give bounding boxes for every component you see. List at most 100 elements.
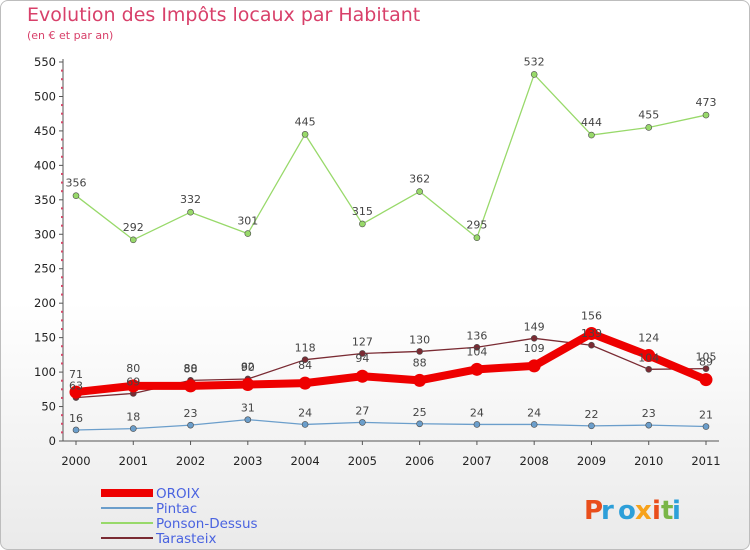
data-label-pintac: 31 (241, 402, 255, 415)
data-label-pintac: 23 (642, 407, 656, 420)
chart-subtitle: (en € et par an) (27, 29, 114, 42)
y-minor-tick (61, 345, 63, 348)
data-point-pintac (301, 421, 309, 428)
y-minor-tick (61, 431, 63, 434)
data-point-pintac (244, 416, 252, 423)
logo-letter: o (618, 496, 636, 526)
x-tick-label: 2003 (233, 454, 262, 468)
y-minor-tick (61, 121, 63, 124)
chart-title: Evolution des Impôts locaux par Habitant (27, 4, 421, 26)
data-label-ponson-dessus: 315 (352, 205, 373, 218)
x-tick-label: 2006 (405, 454, 434, 468)
x-tick-label: 2011 (691, 454, 720, 468)
y-minor-tick (61, 104, 63, 107)
y-minor-tick (61, 138, 63, 141)
data-point-pintac (645, 421, 653, 429)
data-label-tarasteix: 69 (126, 375, 140, 388)
y-tick-label: 50 (41, 400, 56, 414)
x-tick-label: 2005 (348, 454, 377, 468)
y-tick-label: 250 (34, 262, 56, 276)
x-tick-label: 2008 (520, 454, 549, 468)
data-label-oroix: 94 (355, 352, 369, 365)
y-minor-tick (61, 319, 63, 322)
data-label-tarasteix: 130 (409, 333, 430, 346)
y-tick-label: 400 (34, 158, 56, 172)
data-label-ponson-dessus: 295 (466, 219, 487, 232)
data-label-pintac: 24 (298, 406, 312, 419)
data-label-tarasteix: 118 (295, 342, 316, 355)
data-point-tarasteix (702, 365, 710, 372)
data-point-oroix (184, 379, 198, 393)
legend-label-oroix: OROIX (156, 486, 200, 502)
y-tick-label: 500 (34, 89, 56, 103)
y-minor-tick (61, 293, 63, 296)
data-point-pintac (702, 423, 710, 430)
y-minor-tick (61, 207, 63, 210)
data-point-ponson-dessus (588, 131, 595, 139)
x-tick-label: 2010 (634, 454, 663, 468)
data-label-pintac: 18 (126, 411, 140, 424)
data-label-tarasteix: 63 (69, 380, 83, 393)
data-point-tarasteix (645, 366, 653, 373)
data-label-pintac: 23 (184, 407, 198, 420)
y-minor-tick (61, 276, 63, 279)
y-minor-tick (61, 224, 63, 227)
y-minor-tick (61, 422, 63, 425)
data-label-oroix: 109 (524, 342, 545, 355)
data-label-ponson-dessus: 332 (180, 193, 201, 206)
data-label-oroix: 124 (638, 332, 659, 345)
data-label-pintac: 22 (584, 408, 598, 421)
legend-label-ponson-dessus: Ponson-Dessus (156, 516, 258, 532)
x-tick-label: 2004 (290, 454, 319, 468)
data-label-ponson-dessus: 292 (123, 221, 144, 234)
y-minor-tick (61, 181, 63, 184)
data-label-oroix: 82 (241, 360, 255, 373)
x-tick-label: 2007 (462, 454, 491, 468)
data-point-ponson-dessus (129, 236, 137, 244)
data-label-oroix: 156 (581, 310, 602, 323)
data-label-pintac: 16 (69, 412, 83, 425)
data-point-ponson-dessus (359, 220, 366, 228)
data-point-oroix (413, 373, 427, 387)
data-point-pintac (72, 426, 80, 434)
data-point-ponson-dessus (301, 131, 309, 138)
y-tick-label: 300 (34, 227, 56, 241)
y-minor-tick (61, 396, 63, 399)
data-label-ponson-dessus: 532 (524, 55, 545, 68)
y-tick-label: 100 (34, 365, 56, 379)
data-point-oroix (642, 349, 656, 363)
data-label-tarasteix: 139 (581, 327, 602, 340)
data-label-oroix: 80 (126, 362, 140, 375)
y-minor-tick (61, 379, 63, 382)
data-point-pintac (473, 421, 481, 428)
data-label-tarasteix: 127 (352, 335, 373, 348)
y-minor-tick (61, 284, 63, 287)
data-label-ponson-dessus: 301 (237, 215, 258, 228)
y-minor-tick (61, 388, 63, 391)
data-label-ponson-dessus: 455 (638, 108, 659, 121)
y-minor-tick (61, 250, 63, 253)
data-point-ponson-dessus (187, 208, 194, 216)
y-minor-tick (61, 86, 63, 89)
y-tick-label: 150 (34, 331, 56, 345)
data-label-ponson-dessus: 362 (409, 173, 430, 186)
y-tick-label: 550 (34, 55, 56, 69)
data-label-tarasteix: 90 (241, 361, 255, 374)
data-label-tarasteix: 104 (638, 351, 659, 364)
data-point-oroix (584, 327, 598, 341)
x-tick-label: 2000 (61, 454, 90, 468)
y-minor-tick (61, 190, 63, 193)
y-tick-label: 200 (34, 296, 56, 310)
y-minor-tick (61, 172, 63, 175)
y-minor-tick (61, 310, 63, 313)
data-label-oroix: 84 (298, 359, 312, 372)
data-point-oroix (241, 377, 255, 391)
data-label-tarasteix: 149 (524, 320, 545, 333)
data-point-oroix (470, 362, 484, 376)
data-label-pintac: 21 (699, 409, 713, 422)
data-label-pintac: 25 (413, 406, 427, 419)
series-line-ponson-dessus (75, 73, 707, 241)
data-point-oroix (298, 376, 312, 390)
logo-letter: x (635, 496, 652, 526)
